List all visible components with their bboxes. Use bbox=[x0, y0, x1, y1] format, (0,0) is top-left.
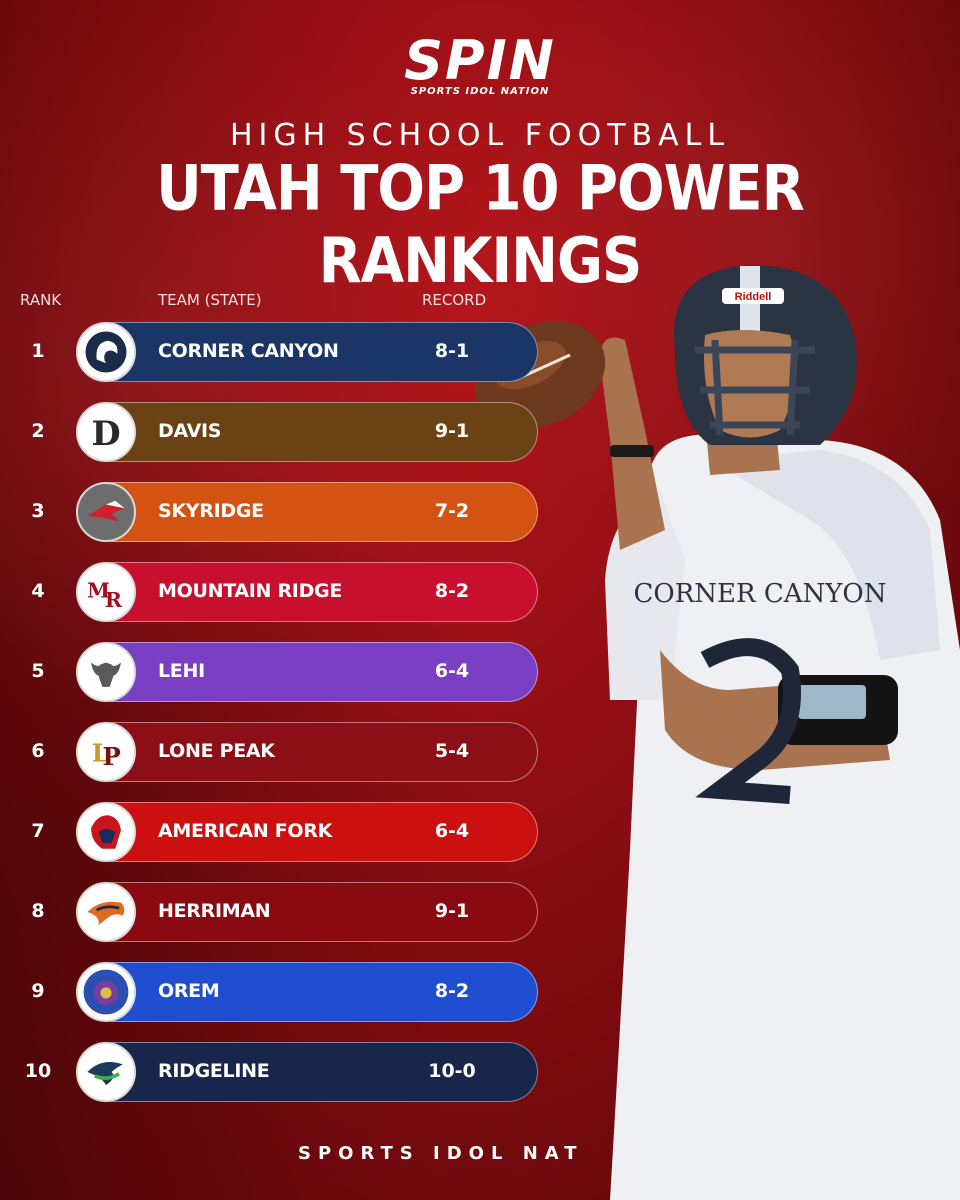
ranking-row-9: 9 OREM 8-2 bbox=[0, 962, 560, 1024]
helmet-brand-label: Riddell bbox=[735, 291, 772, 303]
svg-text:P: P bbox=[102, 742, 120, 771]
team-record: 9-1 bbox=[434, 900, 470, 922]
rank-number: 7 bbox=[31, 820, 45, 842]
team-name: HERRIMAN bbox=[158, 900, 271, 922]
ranking-row-10: 10 RIDGELINE 10-0 bbox=[0, 1042, 560, 1104]
team-name: RIDGELINE bbox=[158, 1060, 270, 1082]
ranking-bar bbox=[84, 962, 538, 1022]
svg-text:L: L bbox=[92, 738, 109, 767]
team-record: 7-2 bbox=[434, 500, 470, 522]
page-subtitle: HIGH SCHOOL FOOTBALL bbox=[229, 118, 731, 153]
brand-logo-text: SPIN bbox=[404, 29, 556, 92]
page-title: UTAH TOP 10 POWER RANKINGS bbox=[156, 152, 805, 298]
svg-text:D: D bbox=[91, 413, 120, 453]
ranking-row-2: 2 D DAVIS 9-1 bbox=[0, 402, 560, 464]
team-record: 5-4 bbox=[434, 740, 470, 762]
ranking-row-7: 7 AMERICAN FORK 6-4 bbox=[0, 802, 560, 864]
team-name: LONE PEAK bbox=[158, 740, 275, 762]
brand-logo: SPIN SPORTS IDOL NATION bbox=[0, 29, 960, 98]
rank-number: 10 bbox=[24, 1060, 52, 1082]
ranking-bar bbox=[84, 1042, 538, 1102]
herriman-logo bbox=[76, 882, 136, 942]
ranking-row-3: 3 SKYRIDGE 7-2 bbox=[0, 482, 560, 544]
lehi-logo bbox=[76, 642, 136, 702]
ranking-bar bbox=[84, 402, 538, 462]
ranking-bar bbox=[84, 562, 538, 622]
quarterback-illustration: Riddell CORNER CANYON bbox=[474, 265, 960, 1200]
corner-canyon-logo bbox=[76, 322, 136, 382]
team-name: MOUNTAIN RIDGE bbox=[158, 580, 343, 602]
rank-number: 3 bbox=[31, 500, 45, 522]
team-record: 10-0 bbox=[428, 1060, 476, 1082]
rank-number: 9 bbox=[31, 980, 45, 1002]
ranking-bar bbox=[84, 802, 538, 862]
column-header-rank: RANK bbox=[20, 291, 62, 309]
rank-number: 1 bbox=[31, 340, 45, 362]
ranking-bar bbox=[84, 722, 538, 782]
rank-number: 6 bbox=[31, 740, 45, 762]
team-name: SKYRIDGE bbox=[158, 500, 264, 522]
ranking-row-1: 1 CORNER CANYON 8-1 bbox=[0, 322, 560, 384]
ranking-bar bbox=[84, 482, 538, 542]
team-record: 8-1 bbox=[434, 340, 470, 362]
column-header-team: TEAM (STATE) bbox=[158, 291, 262, 309]
rank-number: 4 bbox=[31, 580, 45, 602]
orem-logo bbox=[76, 962, 136, 1022]
team-name: OREM bbox=[158, 980, 220, 1002]
team-record: 6-4 bbox=[434, 660, 470, 682]
rank-number: 8 bbox=[31, 900, 45, 922]
team-record: 9-1 bbox=[434, 420, 470, 442]
svg-text:M: M bbox=[87, 579, 110, 603]
team-name: DAVIS bbox=[158, 420, 222, 442]
svg-text:R: R bbox=[105, 588, 123, 612]
rank-number: 2 bbox=[31, 420, 45, 442]
team-record: 6-4 bbox=[434, 820, 470, 842]
ranking-row-8: 8 HERRIMAN 9-1 bbox=[0, 882, 560, 944]
ranking-bar bbox=[84, 642, 538, 702]
brand-logo-subtext: SPORTS IDOL NATION bbox=[410, 86, 550, 97]
american-fork-logo bbox=[76, 802, 136, 862]
davis-logo: D bbox=[76, 402, 136, 462]
column-header-record: RECORD bbox=[422, 291, 487, 309]
ridgeline-logo bbox=[76, 1042, 136, 1102]
ranking-bar bbox=[84, 322, 538, 382]
team-name: LEHI bbox=[158, 660, 205, 682]
jersey-text: CORNER CANYON bbox=[633, 579, 886, 609]
team-name: CORNER CANYON bbox=[158, 340, 339, 362]
team-name: AMERICAN FORK bbox=[158, 820, 333, 842]
team-record: 8-2 bbox=[434, 980, 470, 1002]
ranking-row-5: 5 LEHI 6-4 bbox=[0, 642, 560, 704]
rank-number: 5 bbox=[31, 660, 45, 682]
skyridge-logo bbox=[76, 482, 136, 542]
footer-brand-text: SPORTS IDOL NAT bbox=[298, 1143, 584, 1164]
team-record: 8-2 bbox=[434, 580, 470, 602]
